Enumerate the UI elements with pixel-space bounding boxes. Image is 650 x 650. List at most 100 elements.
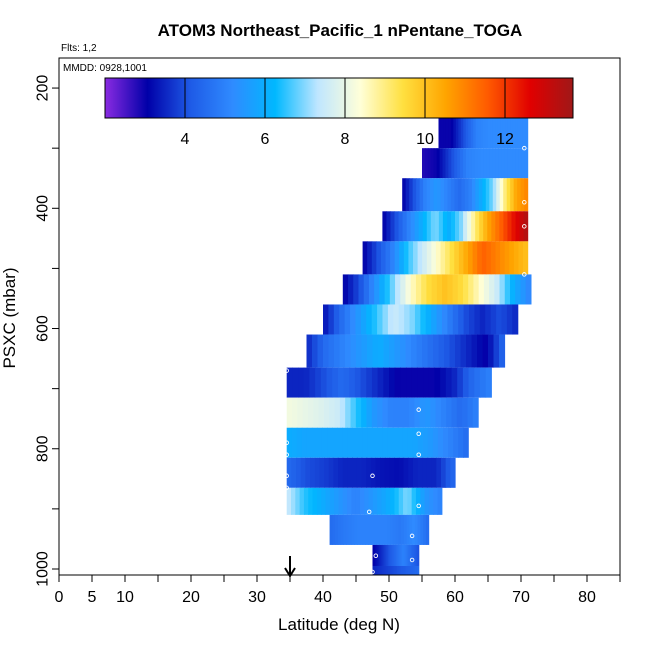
heatmap-cell (419, 397, 426, 428)
heatmap-cell (509, 241, 515, 275)
heatmap-cell (347, 487, 352, 515)
heatmap-cell (377, 397, 383, 428)
heatmap-cell (308, 487, 314, 515)
heatmap-cell (394, 544, 397, 566)
heatmap-cell (478, 118, 482, 149)
heatmap-cell (399, 544, 402, 566)
heatmap-cell (398, 487, 404, 515)
heatmap-cell (401, 514, 405, 545)
heatmap-cell (442, 211, 448, 242)
heatmap-cell (403, 487, 408, 515)
heatmap-cell (361, 457, 367, 488)
heatmap-cell (444, 334, 451, 368)
heatmap-cell (414, 565, 417, 575)
heatmap-cell (427, 427, 434, 458)
heatmap-cell (434, 211, 440, 242)
heatmap-cell (349, 367, 356, 398)
heatmap-cell (504, 148, 508, 179)
heatmap-cell (413, 544, 416, 566)
heatmap-cell (389, 544, 392, 566)
heatmap-cell (399, 565, 402, 575)
heatmap-cell (414, 544, 417, 566)
heatmap-cell (390, 565, 393, 575)
heatmap-cell (459, 211, 464, 242)
heatmap-cell (462, 397, 469, 428)
heatmap-cell (472, 397, 479, 428)
heatmap-cell (311, 427, 318, 458)
date-label: MMDD: 0928,1001 (63, 63, 147, 74)
heatmap-cell (339, 304, 346, 335)
heatmap-cell (321, 427, 328, 458)
heatmap-cell (453, 118, 457, 149)
heatmap-cell (411, 334, 418, 368)
heatmap-cell (377, 487, 383, 515)
heatmap-cell (400, 334, 407, 368)
flights-label: Flts: 1,2 (61, 43, 97, 54)
heatmap-cell (495, 118, 499, 149)
heatmap-cell (480, 118, 484, 149)
heatmap-cell (404, 544, 407, 566)
heatmap-cell (291, 427, 298, 458)
heatmap-cell (350, 334, 357, 368)
heatmap-cell (373, 544, 376, 566)
heatmap-cell (507, 118, 511, 149)
heatmap-cell (411, 565, 413, 575)
heatmap-cell (357, 514, 361, 545)
heatmap-cell (298, 367, 305, 398)
heatmap-cell (356, 334, 363, 368)
heatmap-cell (381, 514, 386, 545)
heatmap-cell (329, 487, 335, 515)
heatmap-cell (398, 304, 405, 335)
x-tick-label: 5 (88, 589, 97, 606)
heatmap-cell (417, 427, 424, 458)
heatmap-cell (395, 565, 398, 575)
heatmap-cell (421, 274, 427, 305)
heatmap-cell (407, 427, 414, 458)
heatmap-cell (357, 427, 363, 458)
heatmap-cell (456, 397, 463, 428)
heatmap-cell (362, 427, 368, 458)
heatmap-cell (441, 304, 448, 335)
heatmap-cell (521, 148, 526, 179)
heatmap-cell (440, 241, 446, 275)
heatmap-cell (408, 565, 411, 575)
heatmap-cell (291, 457, 297, 488)
heatmap-cell (367, 241, 373, 275)
heatmap-cell (437, 427, 444, 458)
heatmap-cell (414, 397, 421, 428)
heatmap-cell (377, 544, 380, 566)
heatmap-cell (505, 118, 509, 149)
heatmap-cell (423, 514, 427, 545)
heatmap-cell (493, 334, 500, 368)
heatmap-cell (286, 367, 293, 398)
heatmap-cell (473, 118, 477, 149)
heatmap-cell (292, 397, 298, 428)
sample-point (416, 452, 421, 458)
heatmap-cell (519, 211, 525, 242)
heatmap-cell (460, 334, 467, 368)
heatmap-cell (334, 487, 339, 515)
heatmap-cell (488, 118, 492, 149)
heatmap-cell (339, 334, 346, 368)
heatmap-cell (383, 367, 390, 398)
heatmap-cell (409, 304, 416, 335)
heatmap-cell (313, 397, 320, 428)
x-tick-label: 20 (182, 589, 200, 606)
heatmap-cell (306, 334, 313, 368)
heatmap-cell (417, 565, 420, 575)
heatmap-cell (342, 457, 349, 488)
heatmap-cell (398, 397, 405, 428)
heatmap-cell (306, 427, 313, 458)
heatmap-cell (286, 397, 293, 428)
heatmap-cell (426, 274, 433, 305)
heatmap-cell (436, 274, 443, 305)
heatmap-cell (499, 178, 504, 212)
heatmap-cell (390, 514, 394, 545)
heatmap-cell (450, 211, 456, 242)
heatmap-cell (402, 565, 404, 575)
heatmap-cell (489, 178, 494, 212)
heatmap-cell (405, 334, 412, 368)
heatmap-cell (445, 457, 451, 488)
heatmap-cell (479, 211, 484, 242)
heatmap-cell (504, 274, 511, 305)
